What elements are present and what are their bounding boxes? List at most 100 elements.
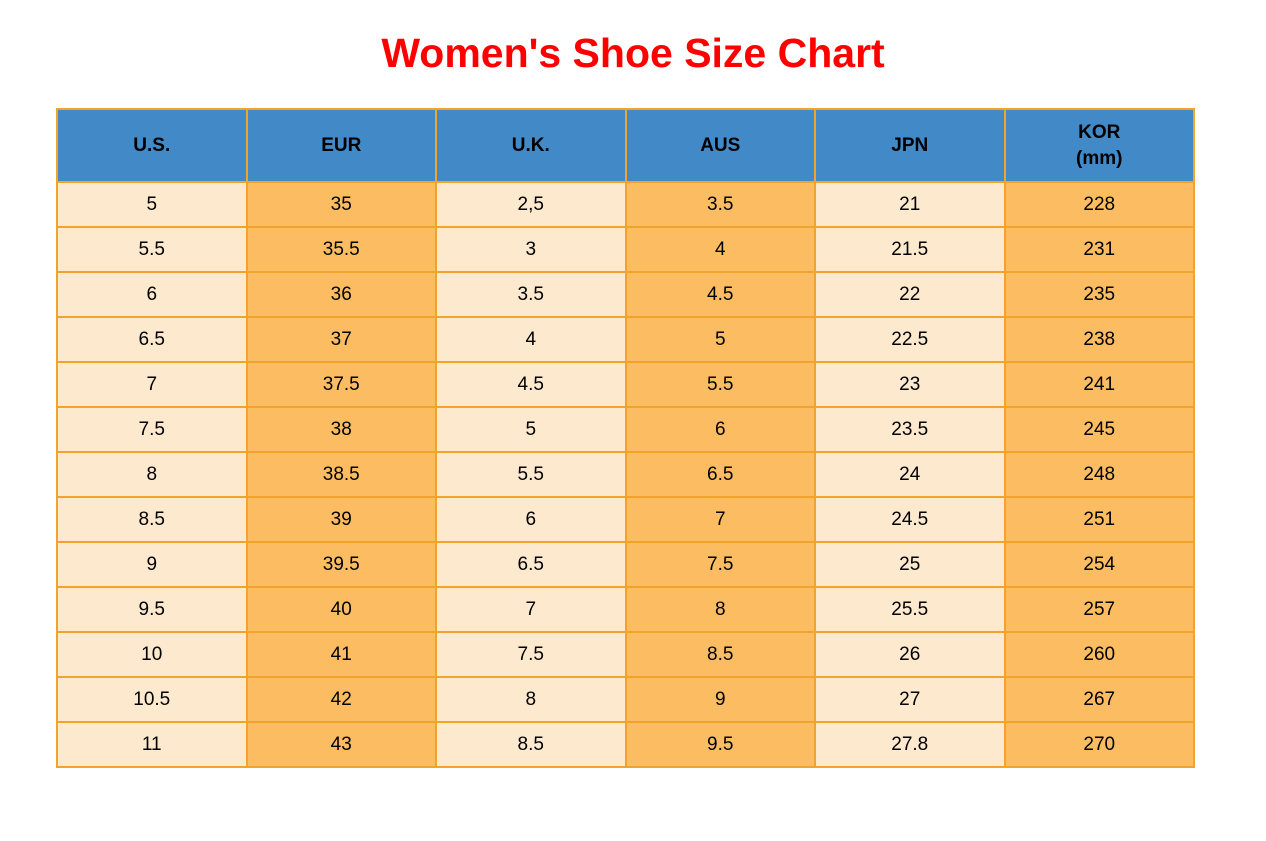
cell-eur: 42 — [245, 676, 437, 723]
table-body: 5 35 2,5 3.5 21 228 5.5 35.5 3 4 21.5 231 6 36 3.5 4.5 2… — [56, 181, 1195, 768]
table-row: 7 37.5 4.5 5.5 23 241 — [56, 361, 1195, 408]
cell-aus: 4 — [624, 226, 816, 273]
column-header-u-k: U.K. — [435, 108, 627, 183]
cell-kor-mm: 235 — [1003, 271, 1195, 318]
table-header-row: U.S. EUR U.K. AUS JPN KOR (mm) — [56, 108, 1195, 183]
cell-aus: 5.5 — [624, 361, 816, 408]
cell-u-s: 6 — [56, 271, 248, 318]
cell-eur: 35.5 — [245, 226, 437, 273]
column-header-u-s: U.S. — [56, 108, 248, 183]
cell-eur: 40 — [245, 586, 437, 633]
cell-aus: 4.5 — [624, 271, 816, 318]
cell-jpn: 24.5 — [814, 496, 1006, 543]
cell-jpn: 27 — [814, 676, 1006, 723]
cell-aus: 9.5 — [624, 721, 816, 768]
column-header-eur: EUR — [245, 108, 437, 183]
table-row: 5 35 2,5 3.5 21 228 — [56, 181, 1195, 228]
cell-kor-mm: 248 — [1003, 451, 1195, 498]
cell-aus: 8 — [624, 586, 816, 633]
table-row: 8.5 39 6 7 24.5 251 — [56, 496, 1195, 543]
cell-u-s: 7.5 — [56, 406, 248, 453]
shoe-size-table: U.S. EUR U.K. AUS JPN KOR (mm) 5 35 2,5 3.5 21 228 5… — [56, 108, 1195, 768]
cell-kor-mm: 270 — [1003, 721, 1195, 768]
cell-u-k: 3 — [435, 226, 627, 273]
cell-u-k: 8.5 — [435, 721, 627, 768]
cell-u-s: 10.5 — [56, 676, 248, 723]
cell-u-k: 2,5 — [435, 181, 627, 228]
table-row: 9.5 40 7 8 25.5 257 — [56, 586, 1195, 633]
cell-eur: 36 — [245, 271, 437, 318]
cell-aus: 6 — [624, 406, 816, 453]
cell-aus: 6.5 — [624, 451, 816, 498]
table-row: 7.5 38 5 6 23.5 245 — [56, 406, 1195, 453]
column-header-aus: AUS — [624, 108, 816, 183]
cell-aus: 9 — [624, 676, 816, 723]
cell-u-s: 8 — [56, 451, 248, 498]
column-header-kor-mm: KOR (mm) — [1003, 108, 1195, 183]
cell-jpn: 22 — [814, 271, 1006, 318]
cell-aus: 7.5 — [624, 541, 816, 588]
cell-u-s: 7 — [56, 361, 248, 408]
table-row: 9 39.5 6.5 7.5 25 254 — [56, 541, 1195, 588]
cell-u-k: 3.5 — [435, 271, 627, 318]
cell-jpn: 21.5 — [814, 226, 1006, 273]
cell-u-k: 8 — [435, 676, 627, 723]
cell-jpn: 23 — [814, 361, 1006, 408]
cell-u-s: 9 — [56, 541, 248, 588]
cell-jpn: 23.5 — [814, 406, 1006, 453]
cell-u-s: 9.5 — [56, 586, 248, 633]
table-row: 5.5 35.5 3 4 21.5 231 — [56, 226, 1195, 273]
column-header-jpn: JPN — [814, 108, 1006, 183]
cell-jpn: 25 — [814, 541, 1006, 588]
cell-u-s: 5.5 — [56, 226, 248, 273]
cell-u-s: 5 — [56, 181, 248, 228]
page-title: Women's Shoe Size Chart — [381, 30, 885, 76]
cell-jpn: 26 — [814, 631, 1006, 678]
cell-u-k: 7.5 — [435, 631, 627, 678]
cell-kor-mm: 241 — [1003, 361, 1195, 408]
cell-eur: 38 — [245, 406, 437, 453]
table-row: 8 38.5 5.5 6.5 24 248 — [56, 451, 1195, 498]
column-header-label: KOR — [1078, 121, 1121, 143]
cell-u-k: 5 — [435, 406, 627, 453]
column-header-label: U.K. — [511, 134, 550, 156]
cell-u-s: 8.5 — [56, 496, 248, 543]
table-header: U.S. EUR U.K. AUS JPN KOR (mm) — [56, 108, 1195, 183]
cell-u-k: 6.5 — [435, 541, 627, 588]
table-row: 11 43 8.5 9.5 27.8 270 — [56, 721, 1195, 768]
cell-eur: 41 — [245, 631, 437, 678]
cell-kor-mm: 238 — [1003, 316, 1195, 363]
cell-jpn: 22.5 — [814, 316, 1006, 363]
cell-u-k: 5.5 — [435, 451, 627, 498]
cell-u-k: 4.5 — [435, 361, 627, 408]
cell-eur: 37.5 — [245, 361, 437, 408]
cell-kor-mm: 231 — [1003, 226, 1195, 273]
cell-eur: 39 — [245, 496, 437, 543]
cell-u-s: 11 — [56, 721, 248, 768]
cell-jpn: 21 — [814, 181, 1006, 228]
cell-aus: 8.5 — [624, 631, 816, 678]
cell-eur: 43 — [245, 721, 437, 768]
cell-u-s: 10 — [56, 631, 248, 678]
table-row: 6 36 3.5 4.5 22 235 — [56, 271, 1195, 318]
cell-jpn: 25.5 — [814, 586, 1006, 633]
table-row: 6.5 37 4 5 22.5 238 — [56, 316, 1195, 363]
cell-aus: 7 — [624, 496, 816, 543]
cell-kor-mm: 267 — [1003, 676, 1195, 723]
cell-aus: 5 — [624, 316, 816, 363]
cell-kor-mm: 228 — [1003, 181, 1195, 228]
cell-eur: 39.5 — [245, 541, 437, 588]
cell-eur: 35 — [245, 181, 437, 228]
cell-u-s: 6.5 — [56, 316, 248, 363]
table-row: 10 41 7.5 8.5 26 260 — [56, 631, 1195, 678]
cell-kor-mm: 260 — [1003, 631, 1195, 678]
cell-jpn: 27.8 — [814, 721, 1006, 768]
cell-kor-mm: 251 — [1003, 496, 1195, 543]
column-header-label: U.S. — [133, 134, 171, 156]
column-header-label: (mm) — [1076, 147, 1123, 169]
cell-jpn: 24 — [814, 451, 1006, 498]
cell-eur: 38.5 — [245, 451, 437, 498]
cell-aus: 3.5 — [624, 181, 816, 228]
column-header-label: EUR — [321, 134, 362, 156]
cell-kor-mm: 254 — [1003, 541, 1195, 588]
